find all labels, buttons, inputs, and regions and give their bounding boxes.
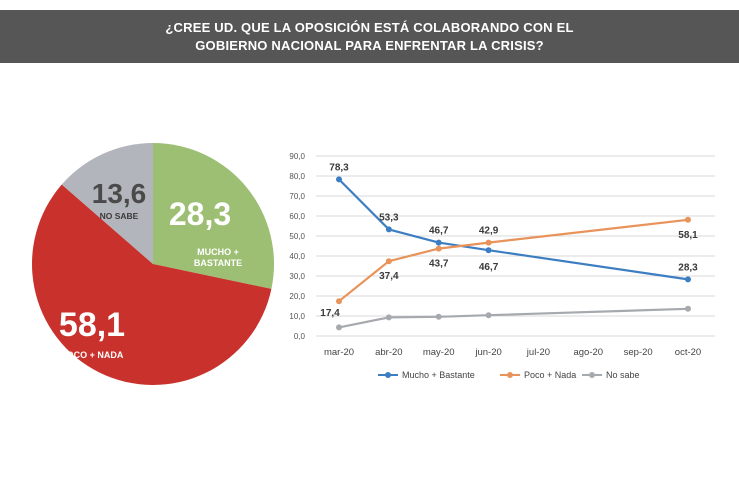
- pie-slice: [153, 143, 274, 289]
- data-point: [336, 176, 342, 183]
- y-tick-label: 40,0: [289, 252, 305, 261]
- data-label: 46,7: [479, 262, 499, 273]
- x-tick-label: mar-20: [324, 347, 354, 358]
- pie-category-label: POCO + NADA: [61, 350, 124, 360]
- x-tick-label: jul-20: [526, 347, 550, 358]
- legend-marker: [507, 372, 513, 378]
- y-tick-label: 30,0: [289, 272, 305, 281]
- pie-value-label: 28,3: [169, 196, 231, 232]
- data-point: [435, 245, 442, 252]
- data-point: [336, 298, 342, 305]
- data-point: [336, 324, 342, 331]
- y-tick-label: 80,0: [289, 172, 305, 181]
- data-label: 78,3: [329, 162, 349, 173]
- pie-category-label: BASTANTE: [194, 258, 242, 268]
- data-point: [685, 276, 691, 283]
- pie-chart: 28,3 MUCHO +BASTANTE 58,1 POCO + NADA 13,6 NO…: [31, 143, 274, 386]
- header-banner: ¿CREE UD. QUE LA OPOSICIÓN ESTÁ COLABORA…: [0, 10, 739, 63]
- x-tick-label: may-20: [423, 347, 455, 358]
- data-point: [435, 313, 442, 320]
- chart-title-line-1: ¿CREE UD. QUE LA OPOSICIÓN ESTÁ COLABORA…: [165, 19, 574, 35]
- data-label: 46,7: [429, 226, 449, 237]
- data-point: [685, 216, 691, 223]
- data-label: 58,1: [678, 230, 698, 241]
- data-point: [385, 258, 392, 265]
- pie-category-label: NO SABE: [100, 211, 139, 221]
- data-label: 42,9: [479, 226, 499, 237]
- y-tick-label: 20,0: [289, 292, 305, 301]
- x-tick-label: sep-20: [624, 347, 653, 358]
- data-label: 37,4: [379, 271, 399, 282]
- y-tick-label: 50,0: [289, 232, 305, 241]
- y-tick-label: 60,0: [289, 212, 305, 221]
- legend-label: Poco + Nada: [524, 370, 576, 380]
- data-point: [685, 305, 691, 312]
- legend-label: Mucho + Bastante: [402, 370, 475, 380]
- pie-slice: [31, 184, 272, 386]
- legend-marker: [385, 372, 391, 378]
- pie-category-label: MUCHO +: [197, 247, 239, 257]
- pie-value-label: 58,1: [59, 306, 125, 344]
- data-label: 43,7: [429, 259, 449, 270]
- x-tick-label: ago-20: [573, 347, 603, 358]
- data-point: [385, 314, 392, 321]
- data-point: [385, 226, 392, 233]
- legend-label: No sabe: [606, 370, 640, 380]
- y-tick-label: 90,0: [289, 152, 305, 161]
- y-tick-label: 10,0: [289, 312, 305, 321]
- data-label: 53,3: [379, 212, 399, 223]
- data-point: [485, 247, 492, 254]
- data-point: [435, 239, 442, 246]
- y-tick-label: 70,0: [289, 192, 305, 201]
- data-label: 28,3: [678, 262, 698, 273]
- pie-value-label: 13,6: [92, 178, 147, 209]
- x-tick-label: jun-20: [474, 347, 501, 358]
- chart-title-line-2: GOBIERNO NACIONAL PARA ENFRENTAR LA CRIS…: [195, 37, 544, 53]
- x-tick-label: abr-20: [375, 347, 402, 358]
- legend-marker: [589, 372, 595, 378]
- data-point: [485, 312, 492, 319]
- y-tick-label: 0,0: [294, 332, 306, 341]
- data-point: [485, 239, 492, 246]
- data-label: 17,4: [320, 308, 340, 319]
- x-tick-label: oct-20: [675, 347, 701, 358]
- line-chart: 0,0 10,0 20,0 30,0 40,0 50,0 60,0 70,0 80,0 90,0 m…: [289, 152, 715, 380]
- pie-slice: [61, 143, 154, 264]
